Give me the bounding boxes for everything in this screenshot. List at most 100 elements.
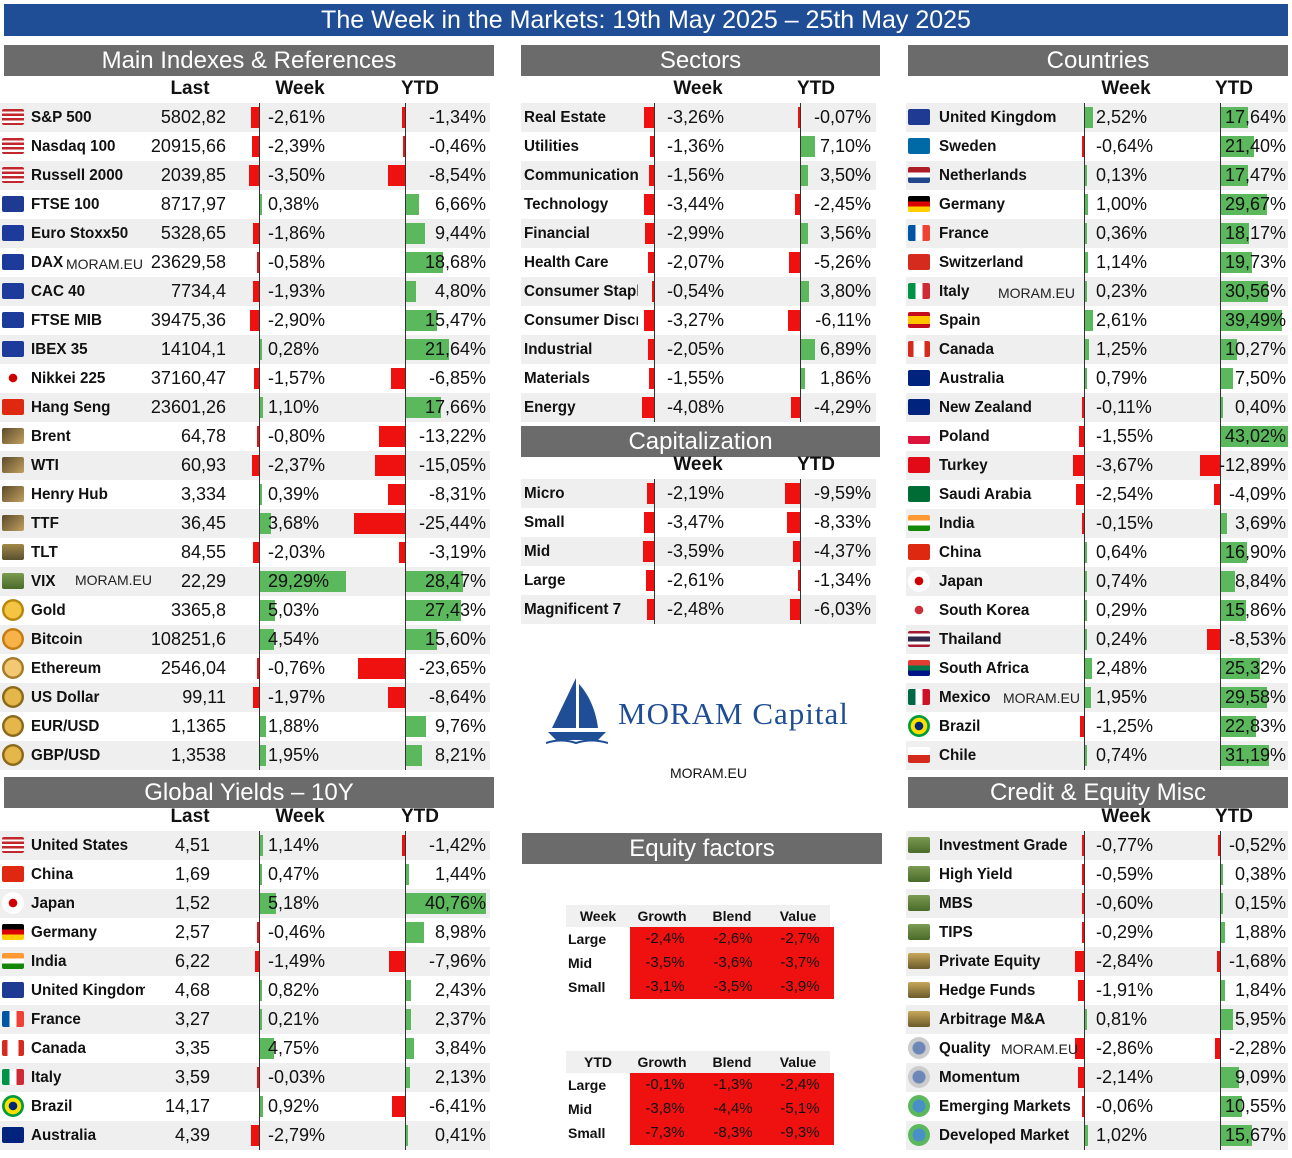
week-axis-line — [1084, 1092, 1085, 1121]
scales-icon — [908, 953, 930, 969]
japan-flag-icon — [2, 367, 24, 389]
row-name: New Zealand — [939, 399, 1032, 416]
ytd-axis-line — [1220, 393, 1221, 422]
week-bar — [1075, 1038, 1084, 1059]
week-value: 2,48% — [1096, 658, 1148, 678]
ytd-value: -3,19% — [428, 542, 486, 562]
table-row: S&P 500 5802,82 -2,61% -1,34% — [0, 103, 490, 132]
factors-row-mid: Mid — [568, 955, 593, 971]
last-value: 4,39 — [174, 1125, 210, 1145]
watermark-italy: MORAM.EU — [998, 285, 1075, 301]
week-bar — [250, 310, 259, 331]
ytd-axis-line — [1220, 132, 1221, 161]
canada-flag-icon — [2, 1040, 24, 1056]
turkey-flag-icon — [908, 457, 930, 473]
row-name: Russell 2000 — [31, 167, 124, 184]
ytd-axis-line — [405, 625, 406, 654]
saudi-flag-icon — [908, 486, 930, 502]
table-row: Bitcoin 108251,6 4,54% 15,60% — [0, 625, 490, 654]
ytd-axis-line — [405, 712, 406, 741]
table-row: France 3,27 0,21% 2,37% — [0, 1005, 490, 1034]
ytd-bar — [1206, 629, 1220, 650]
row-name: United Kingdom — [31, 982, 145, 999]
moram-capital-logo: MORAM Capital — [546, 676, 876, 746]
table-row: Energy -4,08% -4,29% — [521, 393, 876, 422]
week-axis-line — [1084, 509, 1085, 538]
row-name: TIPS — [939, 924, 973, 941]
ytd-bar — [801, 368, 805, 389]
table-row: EUR/USD 1,1365 1,88% 9,76% — [0, 712, 490, 741]
table-row: Hang Seng 23601,26 1,10% 17,66% — [0, 393, 490, 422]
coins-icon — [2, 744, 24, 766]
ytd-value: 19,73% — [1224, 252, 1286, 272]
week-axis-line — [259, 248, 260, 277]
ytd-value: 29,58% — [1224, 687, 1286, 707]
week-bar — [257, 922, 259, 943]
row-name: India — [939, 515, 975, 532]
week-value: 0,92% — [268, 1096, 320, 1116]
week-bar — [652, 281, 654, 302]
yields-header-last: Last — [170, 806, 210, 827]
row-name: Health Care — [524, 254, 609, 271]
table-row: Canada 3,35 4,75% 3,84% — [0, 1034, 490, 1063]
ytd-value: -13,22% — [418, 426, 486, 446]
row-name: Chile — [939, 747, 977, 764]
ytd-bar — [797, 570, 800, 591]
poland-flag-icon — [908, 428, 930, 444]
factors-row-large: Large — [568, 1077, 607, 1093]
week-value: -2,79% — [268, 1125, 326, 1145]
ytd-bar — [1221, 310, 1283, 331]
watermark-quality: MORAM.EU — [1001, 1041, 1078, 1057]
ytd-value: 0,38% — [1234, 864, 1286, 884]
factor-cell: -3,5% — [700, 975, 766, 999]
ytd-bar — [406, 223, 425, 244]
row-name: Real Estate — [524, 109, 606, 126]
banknote-icon — [908, 866, 930, 882]
table-row: High Yield -0,59% 0,38% — [906, 860, 1288, 889]
ytd-bar — [406, 1125, 408, 1146]
week-bar — [646, 570, 654, 591]
factor-cell: -3,5% — [630, 951, 700, 975]
ytd-bar — [406, 893, 486, 914]
row-name: Financial — [524, 225, 590, 242]
week-bar — [260, 571, 346, 592]
table-row: CAC 40 7734,4 -1,93% 4,80% — [0, 277, 490, 306]
week-value: 1,10% — [268, 397, 320, 417]
week-axis-line — [1084, 393, 1085, 422]
ytd-bar — [784, 483, 800, 504]
row-name: Bitcoin — [31, 631, 83, 648]
week-axis-line — [1084, 741, 1085, 770]
week-value: -2,19% — [667, 483, 725, 503]
table-row: Brazil 14,17 0,92% -6,41% — [0, 1092, 490, 1121]
row-name: Momentum — [939, 1069, 1021, 1086]
week-axis-line — [1084, 567, 1085, 596]
week-bar — [649, 368, 654, 389]
ytd-axis-line — [800, 190, 801, 219]
ytd-value: 6,66% — [434, 194, 486, 214]
row-name: Germany — [31, 924, 97, 941]
row-name: Thailand — [939, 631, 1002, 648]
factors-row-mid: Mid — [568, 1101, 593, 1117]
table-row: Mid -3,59% -4,37% — [521, 537, 876, 566]
week-bar — [1085, 165, 1087, 186]
ytd-bar — [801, 339, 815, 360]
factors-period-label: Week — [579, 908, 617, 924]
ytd-bar — [1221, 339, 1237, 360]
week-value: -0,76% — [268, 658, 326, 678]
week-bar — [252, 542, 259, 563]
ytd-axis-line — [405, 918, 406, 947]
week-bar — [1076, 484, 1084, 505]
week-value: -2,39% — [268, 136, 326, 156]
global-yields-title: Global Yields – 10Y — [4, 777, 494, 808]
table-row: FTSE MIB 39475,36 -2,90% 15,47% — [0, 306, 490, 335]
uk-flag-icon — [2, 196, 24, 212]
row-name: Nasdaq 100 — [31, 138, 116, 155]
row-name: S&P 500 — [31, 109, 92, 126]
week-axis-line — [1084, 889, 1085, 918]
row-name: Materials — [524, 370, 590, 387]
row-name: Gold — [31, 602, 66, 619]
watermark-mexico: MORAM.EU — [1003, 690, 1080, 706]
ytd-bar — [1221, 136, 1255, 157]
week-value: -0,54% — [667, 281, 725, 301]
ytd-bar — [354, 513, 405, 534]
